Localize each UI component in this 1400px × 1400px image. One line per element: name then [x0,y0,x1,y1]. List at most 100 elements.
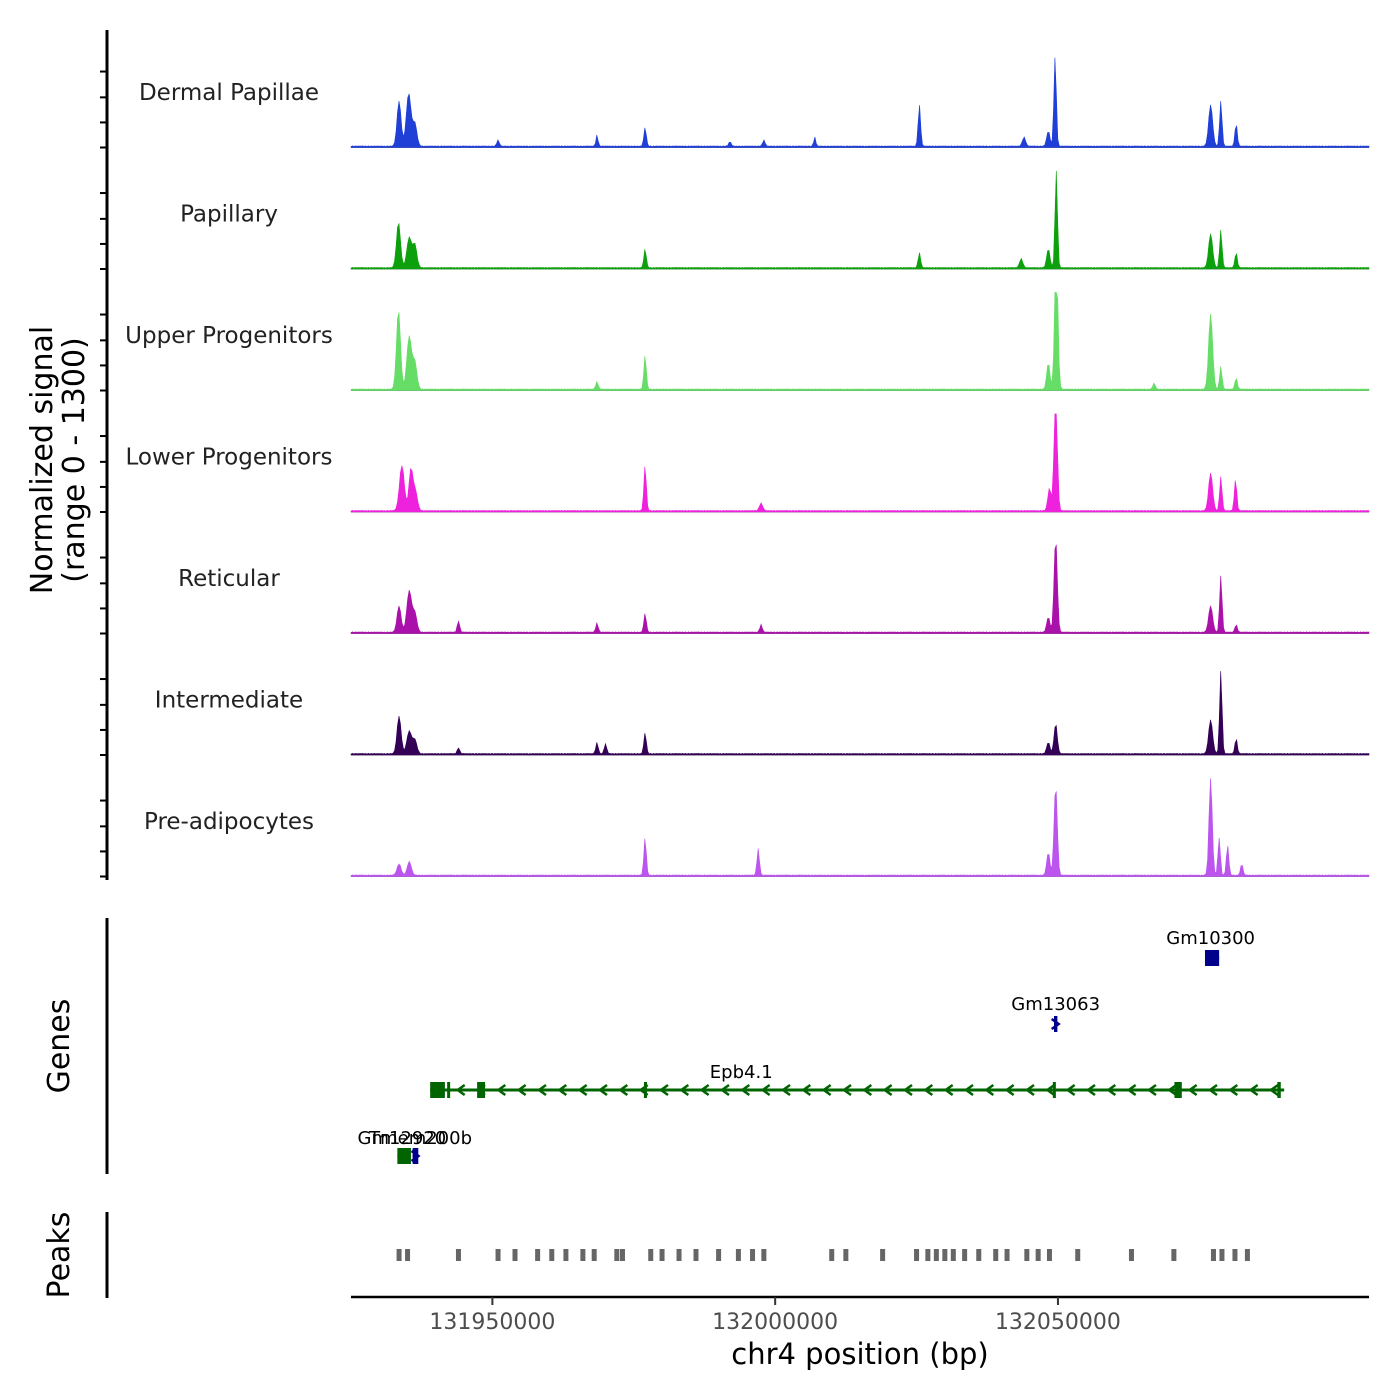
peaks-panel: Peaks [42,1212,1250,1298]
genes-panel-title: Genes [42,999,77,1094]
peak-region [750,1249,756,1261]
track-label: Lower Progenitors [126,445,333,471]
gene-exon [397,1148,411,1164]
peak-region [1075,1249,1081,1261]
gene-model: Gm12920 [358,1128,447,1164]
strand-arrow [1146,1083,1157,1097]
strand-arrow [516,1083,527,1097]
gene-label: Epb4.1 [710,1062,773,1083]
peak-region [1219,1249,1225,1261]
peak-region [648,1249,654,1261]
strand-arrow [841,1083,852,1097]
strand-arrow [1126,1083,1137,1097]
x-ticks: 131950000 132000000 132050000 [429,1297,1121,1335]
track-label: Papillary [180,202,278,228]
y-axis-title-line-1: Normalized signal [25,326,60,594]
strand-arrow [923,1083,934,1097]
gene-exon [412,1148,419,1164]
genes-panel: Genes Gm10300 Gm13063 Epb4.1 Gm12920Tmem200… [42,918,1285,1174]
signal-area [350,292,1370,391]
peak-region [1171,1249,1177,1261]
gene-exon [477,1082,486,1098]
gene-model: Gm13063 [1011,994,1100,1032]
track-label: Dermal Papillae [139,80,319,106]
strand-arrow [902,1083,913,1097]
strand-arrow [821,1083,832,1097]
strand-arrow [1106,1083,1117,1097]
signal-track: Papillary [180,170,1370,270]
peak-region [1232,1249,1238,1261]
gene-exon [643,1082,647,1098]
peak-region [993,1249,999,1261]
gene-exon [1174,1082,1182,1098]
strand-arrow [862,1083,873,1097]
signal-area [350,170,1370,270]
x-axis: 131950000 132000000 132050000 chr4 positio… [351,1295,1369,1371]
strand-arrow [719,1083,730,1097]
strand-arrow [618,1083,629,1097]
gene-label: Gm12920 [358,1128,447,1149]
strand-arrow [496,1083,507,1097]
peak-region [1024,1249,1030,1261]
peak-region [614,1249,620,1261]
strand-arrow [1187,1083,1198,1097]
strand-arrow [699,1083,710,1097]
strand-arrow [943,1083,954,1097]
strand-arrow [1085,1083,1096,1097]
gene-model: Tmem200b [368,1128,472,1164]
peak-region [976,1249,982,1261]
peak-region [512,1249,518,1261]
peak-region [950,1249,956,1261]
signal-track: Intermediate [155,671,1370,756]
peak-region [396,1249,402,1261]
y-axis-title-range: (range 0 - 1300) [57,337,92,583]
strand-arrow [740,1083,751,1097]
strand-arrow [760,1083,771,1097]
strand-arrow [984,1083,995,1097]
peak-region [580,1249,586,1261]
peak-region [591,1249,597,1261]
track-label: Upper Progenitors [125,323,333,349]
peak-region [933,1249,939,1261]
peak-region [716,1249,722,1261]
strand-arrow [1268,1083,1279,1097]
strand-arrow [1024,1083,1035,1097]
peak-region [659,1249,665,1261]
peak-region [495,1249,501,1261]
strand-arrow [1045,1083,1056,1097]
signal-track: Dermal Papillae [139,57,1370,148]
x-tick-label: 132050000 [995,1310,1121,1335]
strand-arrow [1248,1083,1259,1097]
strand-arrow [679,1083,690,1097]
peak-region [1128,1249,1134,1261]
gene-label: Tmem200b [368,1128,472,1149]
peak-region [693,1249,699,1261]
strand-arrow [1228,1083,1239,1097]
gene-exon [430,1082,445,1098]
peak-region [761,1249,767,1261]
peak-region [549,1249,555,1261]
strand-arrow [882,1083,893,1097]
x-tick-label: 131950000 [429,1310,555,1335]
signal-area [350,778,1370,877]
gene-model: Epb4.1 [430,1062,1285,1098]
strand-arrow [1207,1083,1218,1097]
track-label: Intermediate [155,688,303,714]
strand-arrow [801,1083,812,1097]
track-label: Reticular [178,566,280,592]
strand-arrow [536,1083,547,1097]
strand-arrow [597,1083,608,1097]
signal-tracks: Dermal Papillae Papillary Upper Progenitor… [125,57,1370,877]
peak-region [455,1249,461,1261]
track-label: Pre-adipocytes [144,809,314,835]
peak-region [880,1249,886,1261]
gene-label: Gm10300 [1166,928,1255,949]
signal-track: Reticular [178,544,1370,634]
gene-exon [1204,950,1220,966]
peak-region [535,1249,541,1261]
signal-y-axis [100,30,109,880]
peak-region [914,1249,920,1261]
strand-arrow [557,1083,568,1097]
peak-region [925,1249,931,1261]
